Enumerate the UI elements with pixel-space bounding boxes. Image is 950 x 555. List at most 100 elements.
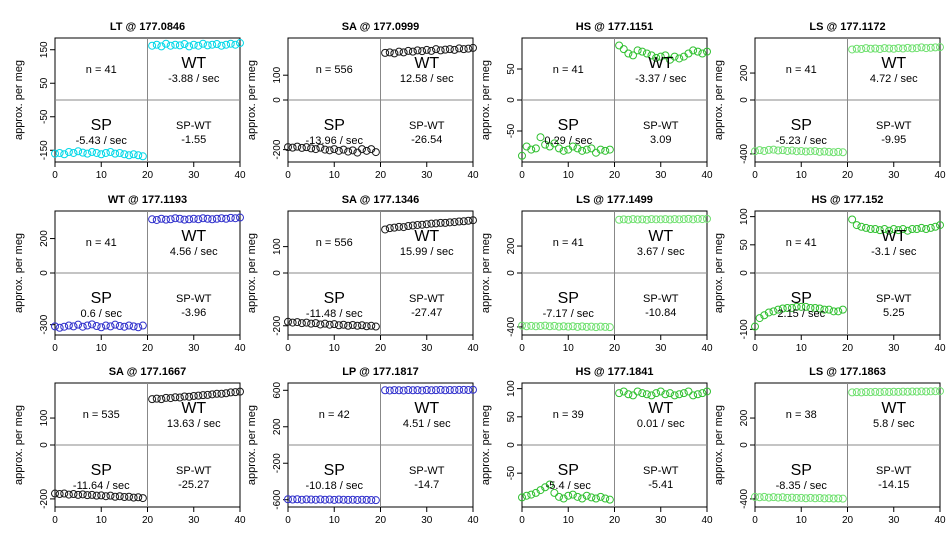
chart-4-wt-point-1	[852, 44, 861, 53]
chart-5-wt-point-11	[199, 214, 207, 223]
chart-5-xtick-label-2: 20	[142, 343, 154, 354]
chart-8-sp-point-9	[792, 302, 801, 311]
chart-11-n-label: n = 39	[553, 409, 584, 421]
chart-10-wt-point-5	[404, 386, 413, 395]
chart-9-sp-point-9	[92, 491, 101, 500]
chart-7-spwt-value: -10.84	[645, 307, 676, 319]
chart-9-wt-point-0	[148, 395, 157, 404]
chart-10-wt-point-0	[381, 386, 390, 395]
chart-3-sp-rate: 0.29 / sec	[544, 135, 592, 147]
chart-11-sp-point-6	[545, 480, 554, 489]
chart-2-wt-point-18	[464, 44, 473, 53]
chart-5-sp-point-10	[97, 323, 106, 332]
chart-1-sp-point-14	[115, 148, 124, 157]
chart-2-sp-point-4	[302, 143, 311, 152]
chart-8-wt-point-5	[871, 225, 880, 234]
chart-10-wt-point-14	[445, 386, 454, 395]
chart-4-wt-point-13	[908, 44, 917, 53]
chart-12-sp-point-19	[838, 494, 847, 503]
chart-12-wt-point-5	[871, 387, 880, 396]
chart-2-sp-point-2	[293, 142, 302, 151]
chart-10-wt-point-6	[408, 386, 417, 395]
chart-10-panel: LP @ 177.1817 -600 -200 200 600 0 10 20 30 40 appr…	[246, 366, 479, 526]
chart-3-wt-label: WT	[648, 55, 673, 72]
chart-4-sp-point-18	[834, 147, 843, 156]
chart-7-wt-label: WT	[648, 228, 673, 245]
chart-7-xtick-label-1: 10	[563, 343, 575, 354]
chart-6-wt-rate: 15.99 / sec	[400, 246, 454, 258]
chart-7-wt-point-8	[652, 215, 661, 224]
chart-4-ylabel: approx. per meg	[713, 60, 725, 140]
chart-9-wt-point-3	[162, 393, 170, 402]
chart-10-ylabel: approx. per meg	[246, 405, 258, 485]
chart-9-sp-label: SP	[91, 462, 112, 479]
chart-8-wt-point-4	[866, 225, 875, 234]
chart-12-wt-point-18	[931, 387, 940, 396]
chart-3-sp-point-3	[531, 144, 540, 153]
chart-7-wt-point-5	[638, 215, 647, 224]
chart-1-wt-point-19	[236, 39, 244, 48]
chart-8-sp-point-5	[774, 305, 783, 314]
chart-8-wt-point-19	[936, 221, 944, 230]
chart-2-wt-point-2	[390, 49, 399, 58]
chart-8-sp-point-16	[825, 305, 833, 314]
chart-4-sp-point-2	[760, 146, 769, 155]
chart-5-sp-point-6	[78, 322, 87, 331]
chart-7-wt-point-18	[698, 215, 707, 224]
chart-10-n-label: n = 42	[319, 409, 350, 421]
chart-7-sp-point-12	[573, 322, 582, 331]
chart-7-sp-point-5	[541, 321, 550, 330]
chart-5-xtick-label-1: 10	[96, 343, 108, 354]
chart-12-n-label: n = 38	[786, 409, 817, 421]
chart-3-wt-point-16	[689, 46, 698, 55]
chart-2-sp-point-16	[358, 145, 366, 154]
chart-2-sp-point-12	[339, 145, 348, 154]
chart-5-sp-label: SP	[91, 290, 112, 307]
chart-12-sp-point-4	[769, 493, 778, 502]
chart-1-wt-label: WT	[181, 55, 206, 72]
chart-8-spwt-value: 5.25	[883, 307, 904, 319]
chart-10-sp-point-15	[353, 495, 362, 504]
chart-4-sp-rate: -5.23 / sec	[776, 135, 828, 147]
chart-2-ytick-label-0: -200	[272, 139, 283, 159]
chart-1-sp-point-2	[60, 150, 69, 159]
chart-1-sp-point-7	[83, 149, 92, 158]
chart-4-wt-point-7	[880, 44, 889, 53]
chart-1-xtick-label-2: 20	[142, 170, 154, 181]
chart-12-sp-point-3	[764, 493, 773, 502]
chart-8-sp-point-8	[788, 303, 796, 312]
chart-9-wt-point-12	[203, 390, 212, 399]
chart-8-sp-point-10	[797, 302, 806, 311]
chart-12-spwt-value: -14.15	[878, 479, 909, 491]
chart-5-wt-point-13	[208, 215, 217, 224]
chart-10-sp-point-17	[362, 495, 371, 504]
chart-10-sp-point-4	[302, 495, 311, 504]
chart-2-sp-point-17	[362, 146, 371, 155]
chart-3-wt-point-4	[633, 46, 642, 55]
chart-12-sp-point-15	[820, 494, 829, 503]
chart-2-xtick-label-4: 40	[467, 170, 479, 181]
chart-5-wt-point-18	[231, 214, 240, 223]
chart-4-title: LS @ 177.1172	[809, 21, 885, 33]
chart-8-n-label: n = 41	[786, 237, 817, 249]
chart-6-sp-point-5	[307, 319, 316, 328]
chart-8-wt-point-17	[926, 223, 935, 232]
chart-12-sp-point-8	[788, 493, 796, 502]
chart-2-wt-point-4	[399, 48, 408, 57]
chart-4-xtick-label-3: 30	[888, 170, 900, 181]
chart-3-sp-point-18	[601, 146, 610, 155]
chart-5-wt-point-9	[189, 214, 198, 223]
chart-4-sp-point-6	[778, 146, 787, 155]
chart-10-sp-rate: -10.18 / sec	[306, 480, 364, 492]
chart-2-sp-point-1	[288, 143, 297, 152]
chart-5-wt-point-5	[171, 214, 180, 223]
chart-8-wt-point-16	[922, 225, 931, 234]
chart-1-xtick-label-0: 0	[52, 170, 58, 181]
chart-12-sp-point-14	[815, 493, 824, 502]
chart-3-wt-point-8	[652, 53, 661, 62]
chart-7-wt-point-9	[656, 215, 665, 224]
chart-4-sp-point-14	[815, 147, 824, 156]
chart-3-wt-point-1	[619, 45, 628, 54]
chart-12-ytick-label-2: 200	[739, 409, 750, 426]
